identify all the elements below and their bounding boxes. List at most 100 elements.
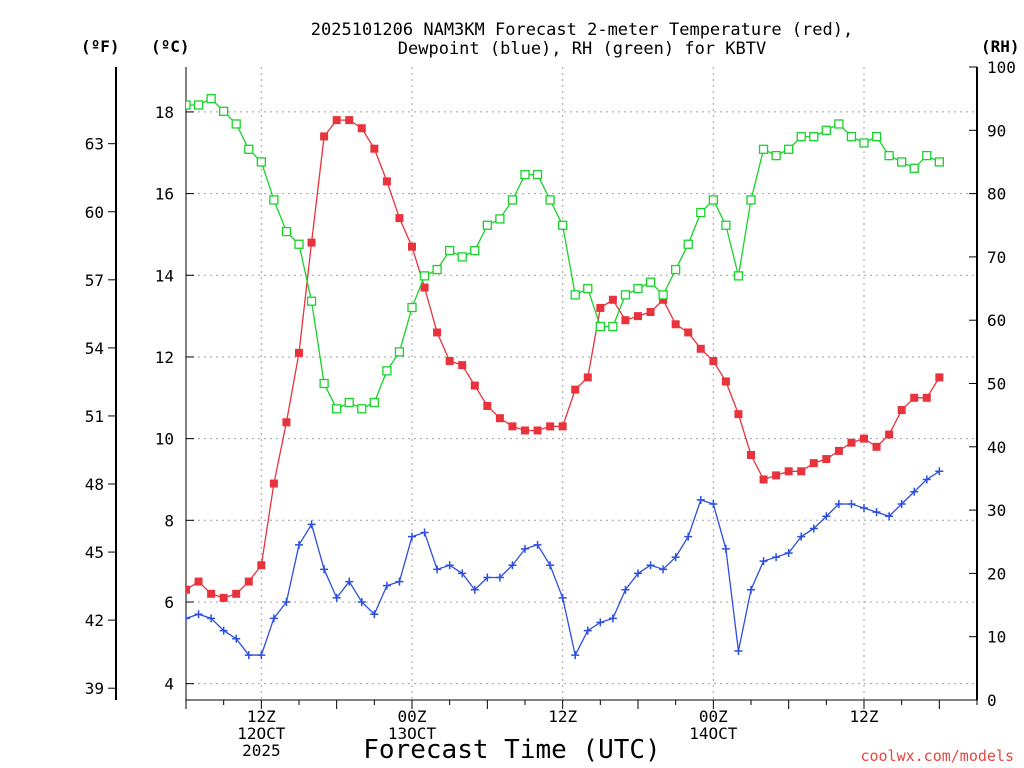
temperature-point xyxy=(282,418,291,427)
temperature-point xyxy=(797,467,806,476)
rh-tick-label: 50 xyxy=(987,375,1006,394)
time-tick-label: 2025 xyxy=(242,741,281,760)
dewpoint-point xyxy=(295,540,303,549)
rh-point xyxy=(771,150,781,161)
temperature-point xyxy=(596,303,605,312)
fahrenheit-tick-label: 42 xyxy=(85,611,104,630)
rh-point xyxy=(708,195,718,205)
dewpoint-point xyxy=(420,528,429,537)
dewpoint-point xyxy=(244,651,253,660)
rh-point xyxy=(256,157,266,167)
temperature-point xyxy=(307,238,316,247)
temperature-point xyxy=(508,422,517,431)
dewpoint-point xyxy=(546,561,555,570)
rh-point xyxy=(633,283,643,294)
celsius-axis: 4 6 8 10 12 14 16 18 xyxy=(155,103,194,694)
dewpoint-point xyxy=(357,597,366,606)
dewpoint-point xyxy=(382,581,391,590)
rh-tick-label: 10 xyxy=(987,628,1006,647)
temperature-point xyxy=(860,434,868,443)
rh-point xyxy=(733,271,744,281)
rh-point xyxy=(671,264,681,275)
dewpoint-point xyxy=(935,467,944,476)
rh-point xyxy=(696,207,706,218)
temperature-point xyxy=(684,328,693,337)
rh-point xyxy=(746,195,756,205)
temperature-point xyxy=(659,295,668,304)
rh-point xyxy=(809,131,819,142)
fahrenheit-tick-label: 39 xyxy=(85,679,104,698)
rh-point xyxy=(219,106,229,116)
rh-point xyxy=(507,195,518,205)
dewpoint-point xyxy=(533,540,542,549)
dewpoint-point xyxy=(621,585,630,594)
temperature-point xyxy=(357,124,366,133)
time-tick-label: 12Z xyxy=(548,707,577,726)
dewpoint-point xyxy=(634,569,642,578)
rh-point xyxy=(658,290,668,300)
rh-point xyxy=(419,271,430,281)
time-tick-label: 12Z xyxy=(247,707,276,726)
rh-point xyxy=(583,283,593,294)
x-axis-label: Forecast Time (UTC) xyxy=(363,735,660,765)
rh-point xyxy=(859,138,869,148)
dewpoint-point xyxy=(847,499,856,508)
series-line xyxy=(186,119,940,599)
temperature-point xyxy=(495,414,504,423)
temperature-point xyxy=(696,344,705,353)
temperature-point xyxy=(194,577,203,586)
fahrenheit-tick-label: 60 xyxy=(85,203,104,222)
rh-point xyxy=(457,252,467,262)
dewpoint-point xyxy=(257,651,266,660)
dewpoint-point xyxy=(671,553,680,562)
dewpoint-point xyxy=(885,512,894,521)
series-plus xyxy=(186,467,944,660)
dewpoint-point xyxy=(809,524,818,533)
chart-title-line-2: Dewpoint (blue), RH (green) for KBTV xyxy=(398,39,766,59)
dewpoint-point xyxy=(759,557,768,566)
temperature-point xyxy=(370,144,379,153)
rh-point xyxy=(281,226,292,237)
rh-point xyxy=(432,264,442,275)
rh-point xyxy=(608,321,618,332)
dewpoint-point xyxy=(709,499,718,508)
rh-point xyxy=(821,125,831,135)
rh-point xyxy=(244,144,254,154)
chart-title-line-1: 2025101206 NAM3KM Forecast 2-meter Tempe… xyxy=(311,20,853,40)
temperature-point xyxy=(734,410,743,419)
celsius-tick-label: 12 xyxy=(155,348,174,367)
rh-point xyxy=(186,100,191,110)
temperature-point xyxy=(772,471,781,480)
celsius-tick-label: 4 xyxy=(164,675,174,694)
temperature-point xyxy=(721,377,730,386)
temperature-point xyxy=(671,320,680,329)
rh-point xyxy=(758,144,769,154)
temperature-point xyxy=(320,132,329,141)
rh-point xyxy=(683,239,693,249)
rh-point xyxy=(495,214,505,224)
fahrenheit-tick-label: 48 xyxy=(85,475,104,494)
dewpoint-point xyxy=(897,499,906,508)
rh-tick-label: 40 xyxy=(987,438,1006,457)
temperature-point xyxy=(219,593,228,602)
rh-point xyxy=(482,220,492,230)
rh-point xyxy=(407,302,417,313)
temperature-point xyxy=(822,455,831,464)
dewpoint-point xyxy=(395,577,404,586)
dewpoint-point xyxy=(860,504,868,513)
dewpoint-point xyxy=(797,532,806,541)
time-tick-label: 12OCT xyxy=(237,724,286,743)
dewpoint-point xyxy=(747,585,755,594)
time-tick-label: 14OCT xyxy=(689,724,738,743)
rh-tick-label: 100 xyxy=(987,58,1016,77)
dewpoint-point xyxy=(608,614,617,623)
temperature-point xyxy=(546,422,555,431)
temperature-point xyxy=(872,442,881,451)
dewpoint-point xyxy=(483,573,492,582)
temperature-point xyxy=(483,401,492,410)
rh-point xyxy=(394,347,405,357)
dewpoint-point xyxy=(332,593,341,602)
rh-axis: 0 10 20 30 40 50 60 70 80 90 100 xyxy=(969,58,1016,710)
temperature-point xyxy=(244,577,253,586)
